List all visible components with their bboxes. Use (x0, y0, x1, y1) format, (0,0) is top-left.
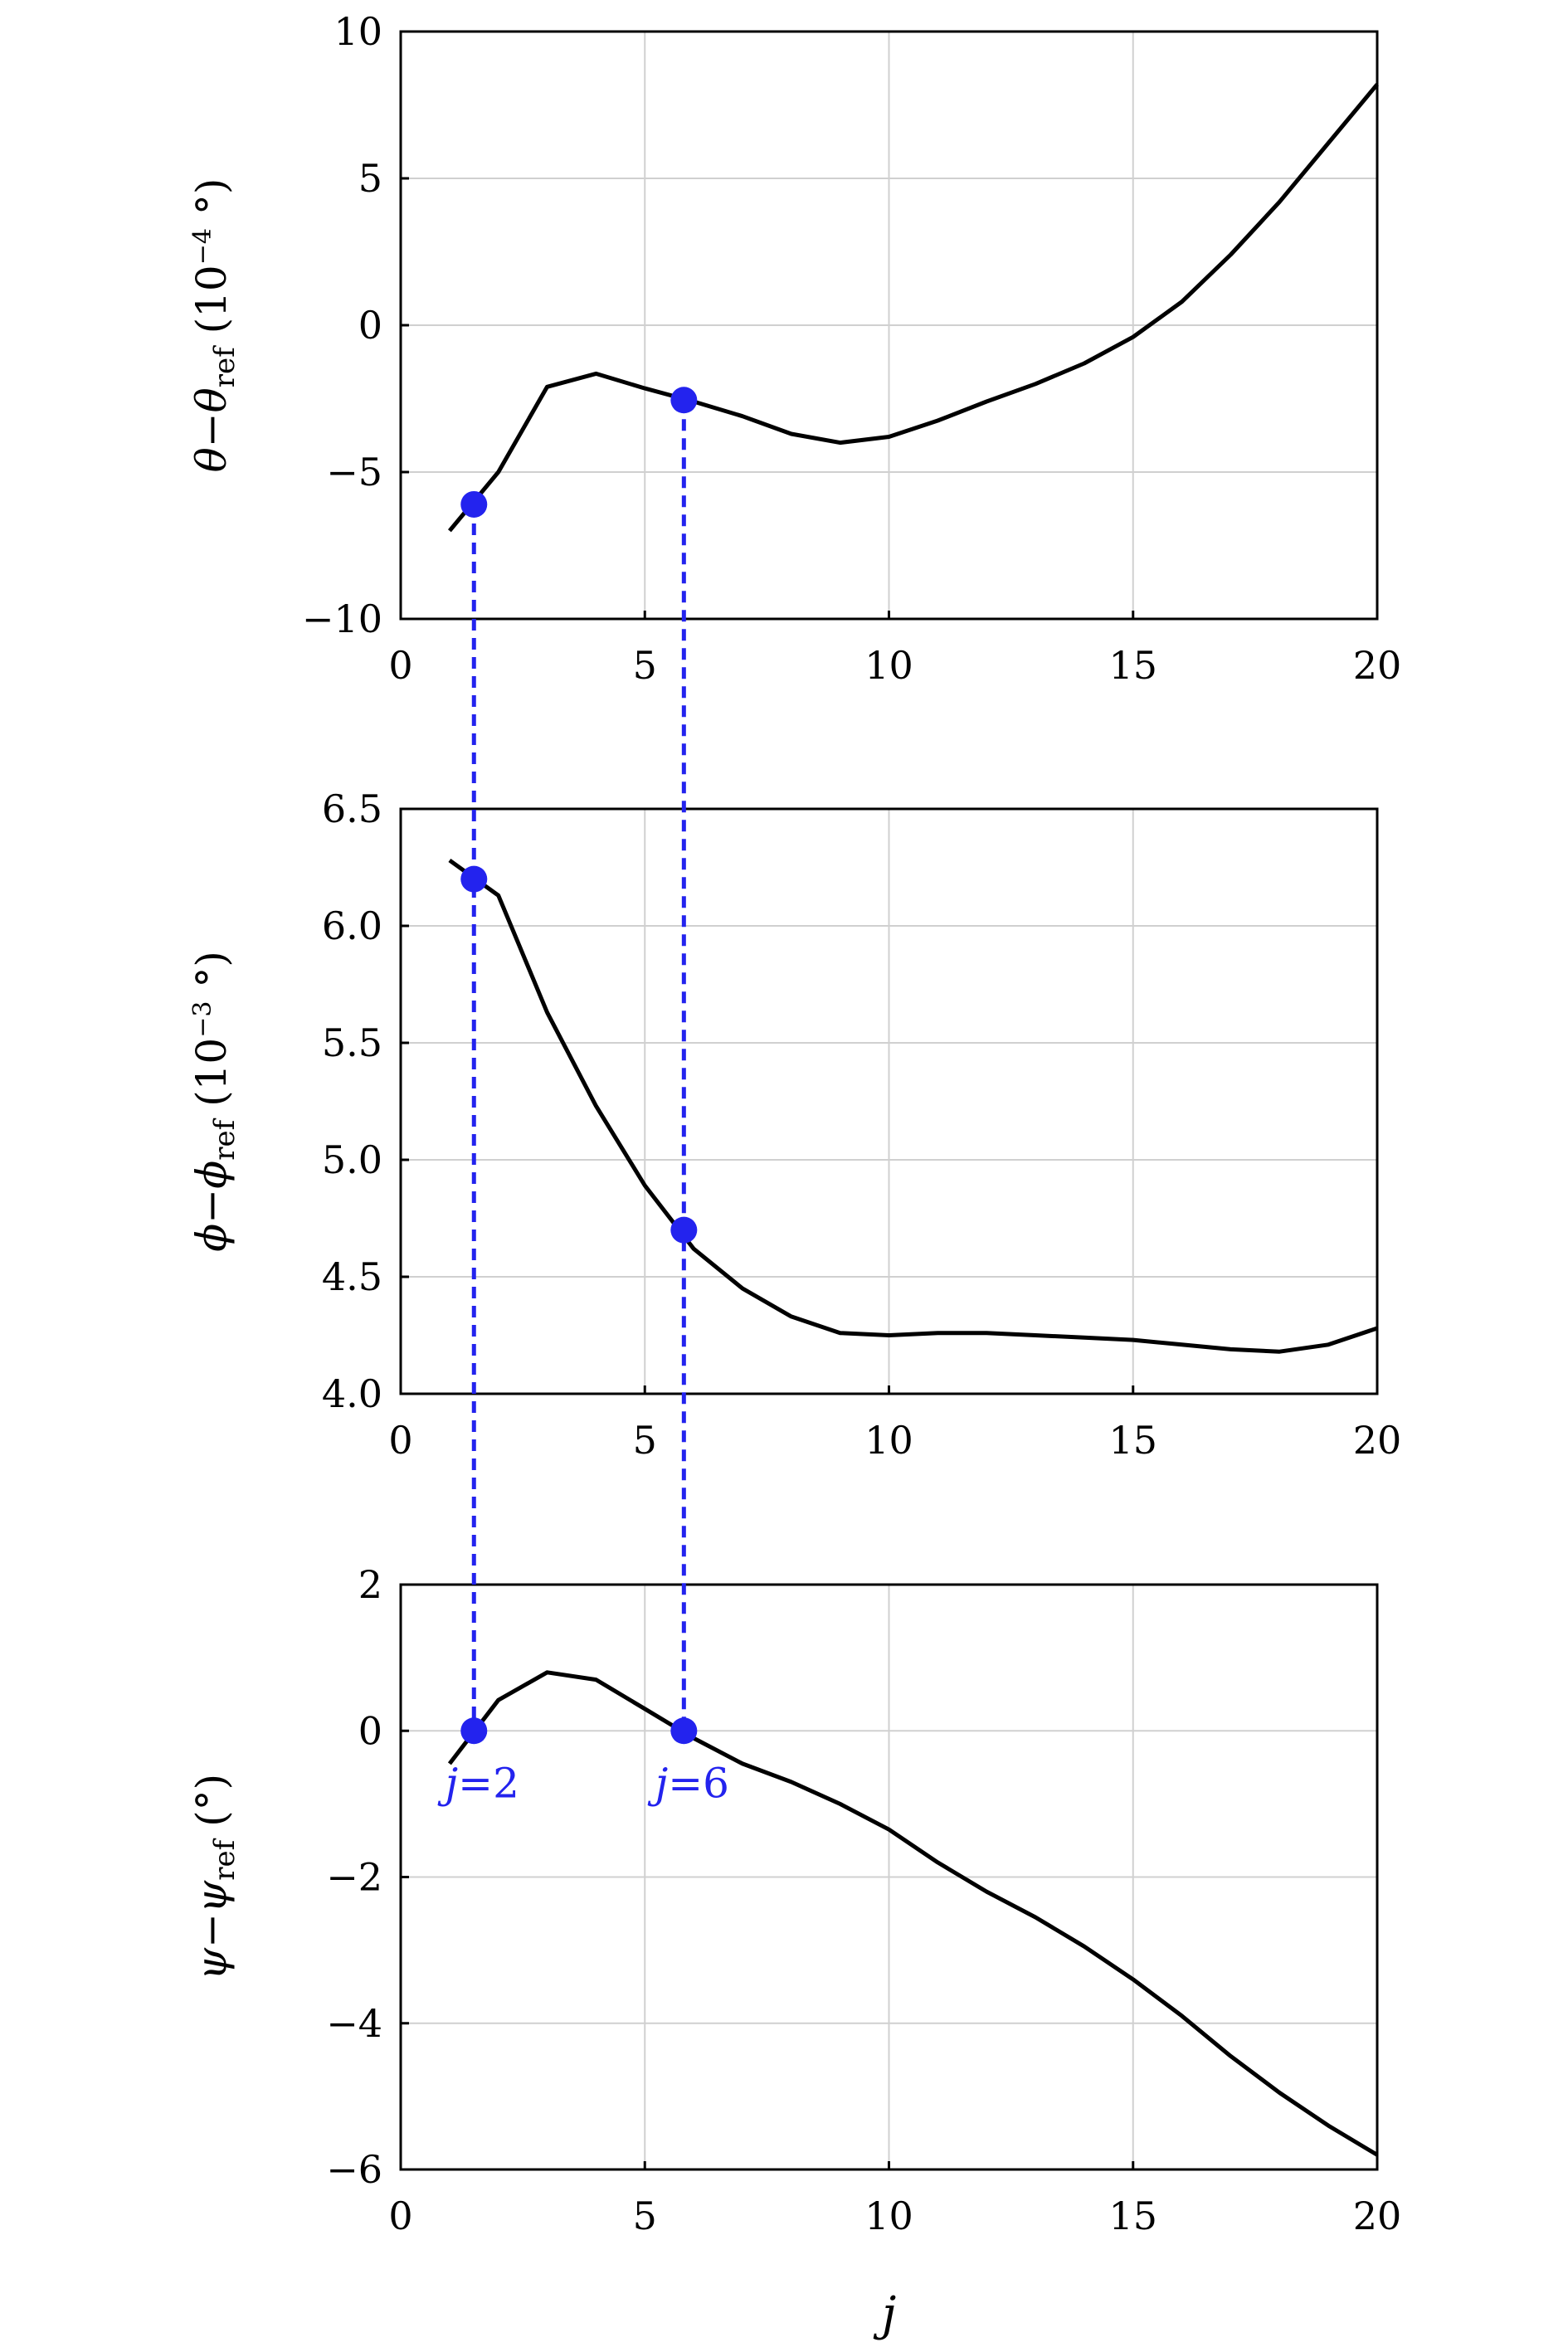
panel-3-ylabel-subscript: ref (208, 1838, 241, 1880)
marker-label-1-var: j (437, 1759, 459, 1807)
panel-3-series-line (447, 1670, 1379, 2157)
panel-2-ylabel-unit-open: (10 (187, 1038, 236, 1120)
panel-2-ylabel-minus: − (187, 1189, 236, 1224)
panel-3-marker-2 (670, 1717, 698, 1745)
panel-1-ylabel-unit-close: °) (187, 178, 236, 228)
panel-2-ylabel-symbol-ref: ϕ (187, 1161, 236, 1189)
panel-2-ylabel-unit-close: °) (187, 951, 236, 1001)
panel-2-ytick-label: 6.5 (322, 786, 382, 831)
marker-label-2-value: =6 (668, 1759, 729, 1807)
panel-1-ytick-label: 5 (358, 156, 382, 201)
panel-2-ylabel-exponent: −3 (188, 1001, 217, 1038)
panel-2-ytick-label: 4.0 (322, 1371, 382, 1416)
panel-1-xtick-label: 20 (1353, 643, 1402, 688)
panel-1-ylabel: θ−θref (10−4 °) (187, 178, 241, 473)
panel-3-marker-1 (460, 1717, 488, 1745)
panel-3-ylabel-unit-open: ( (187, 1810, 236, 1839)
panel-1-series-line (447, 83, 1379, 533)
marker-label-2-var: j (647, 1759, 669, 1807)
panel-2-xtick-label: 20 (1353, 1418, 1402, 1463)
panel-1-ytick-label: −10 (302, 597, 382, 641)
panel-3-ylabel-unit-close: °) (187, 1774, 236, 1811)
grid-layer (401, 32, 1377, 2169)
panel-3-xlabel: j (873, 2287, 896, 2341)
panel-2-ylabel-subscript: ref (208, 1118, 241, 1160)
panel-2-ylabel-symbol: ϕ (187, 1224, 236, 1252)
panel-1-ylabel-symbol-ref: θ (187, 387, 236, 412)
panel-2-xtick-label: 0 (388, 1418, 412, 1463)
guide-layer (471, 400, 686, 1731)
panel-1-xtick-label: 5 (633, 643, 657, 688)
panel-1-marker-1 (460, 490, 488, 518)
panel-1-xtick-label: 10 (864, 643, 913, 688)
panel-3-ylabel: ψ−ψref (°) (187, 1774, 241, 1980)
panel-1-ylabel-exponent: −4 (188, 228, 217, 265)
panel-2-ytick-label: 4.5 (322, 1254, 382, 1299)
panel-1-ylabel-subscript: ref (208, 345, 241, 387)
marker-layer (460, 387, 698, 1745)
panel-1-ylabel-unit-open: (10 (187, 265, 236, 347)
panel-3-xtick-label: 10 (864, 2194, 913, 2238)
panel-2-ytick-label: 5.5 (322, 1020, 382, 1065)
panel-2-marker-2 (670, 1216, 698, 1244)
panel-2-ylabel: ϕ−ϕref (10−3 °) (187, 951, 241, 1252)
panel-1-ytick-label: −5 (326, 450, 382, 494)
panel-1-xtick-label: 15 (1108, 643, 1157, 688)
panel-1-xtick-label: 0 (388, 643, 412, 688)
panel-3-ytick-label: −6 (326, 2147, 382, 2192)
marker-label-2: j=6 (647, 1759, 729, 1807)
panel-3-ylabel-symbol-ref: ψ (187, 1880, 236, 1913)
panel-3-ytick-label: −2 (326, 1855, 382, 1900)
panel-3-ytick-label: 0 (358, 1708, 382, 1753)
panel-3-ylabel-symbol: ψ (187, 1947, 236, 1980)
panel-3-ytick-label: −4 (326, 2001, 382, 2046)
panel-2-series-line (448, 858, 1378, 1354)
panel-3-ytick-label: 2 (358, 1562, 382, 1607)
panel-2-marker-1 (460, 865, 488, 893)
panel-3-xtick-label: 0 (388, 2194, 412, 2238)
marker-label-1-value: =2 (458, 1759, 519, 1807)
panel-3-ylabel-minus: − (187, 1913, 236, 1948)
panel-2-xtick-label: 15 (1108, 1418, 1157, 1463)
marker-label-1: j=2 (437, 1759, 519, 1807)
panel-1-ytick-label: 10 (334, 9, 382, 54)
panel-3-xtick-label: 20 (1353, 2194, 1402, 2238)
series-layer (447, 83, 1379, 2157)
panel-1-ylabel-minus: − (187, 412, 236, 447)
panel-1-ytick-label: 0 (358, 303, 382, 348)
panel-1-ylabel-symbol: θ (187, 447, 236, 472)
panel-2-xtick-label: 5 (633, 1418, 657, 1463)
panel-2-ytick-label: 5.0 (322, 1137, 382, 1182)
panel-3-xtick-label: 15 (1108, 2194, 1157, 2238)
panel-1-marker-2 (670, 387, 698, 414)
panel-3-xtick-label: 5 (633, 2194, 657, 2238)
panel-2-xtick-label: 10 (864, 1418, 913, 1463)
panel-2-ytick-label: 6.0 (322, 903, 382, 948)
frame-layer (399, 30, 1379, 2171)
